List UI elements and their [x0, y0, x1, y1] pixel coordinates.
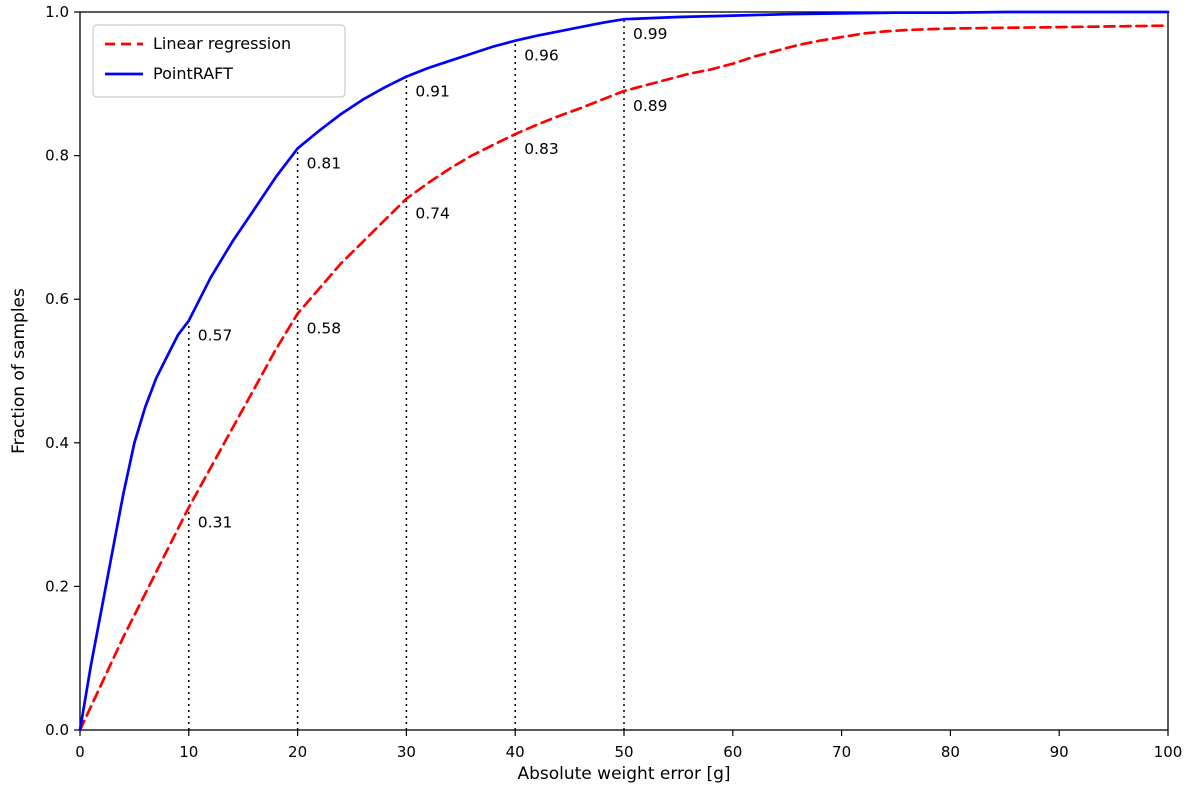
- x-tick-label: 80: [941, 743, 960, 761]
- marker-label-linreg-40: 0.83: [524, 140, 559, 158]
- x-axis-label: Absolute weight error [g]: [517, 764, 730, 784]
- x-tick-label: 60: [723, 743, 742, 761]
- marker-label-linreg-30: 0.74: [415, 205, 450, 223]
- y-tick-label: 1.0: [45, 3, 69, 21]
- x-tick-label: 30: [397, 743, 416, 761]
- y-axis-label: Fraction of samples: [9, 288, 29, 454]
- marker-label-pointraft-10: 0.57: [198, 327, 233, 345]
- legend-label-pointraft: PointRAFT: [153, 64, 233, 83]
- marker-label-pointraft-40: 0.96: [524, 47, 559, 65]
- marker-label-linreg-20: 0.58: [307, 320, 342, 338]
- series-lines: [78, 10, 1170, 732]
- marker-label-linreg-50: 0.89: [633, 97, 668, 115]
- axis-ticks: 0 10 20 30 40 50 60 70 80 90 100 0.0 0.2 0.4 0.6 0.8 1.0: [45, 3, 1182, 761]
- x-tick-label: 20: [288, 743, 307, 761]
- y-tick-label: 0.2: [45, 577, 69, 595]
- x-tick-label: 70: [832, 743, 851, 761]
- marker-label-pointraft-20: 0.81: [307, 154, 342, 172]
- x-tick-label: 0: [75, 743, 85, 761]
- y-tick-label: 0.6: [45, 290, 69, 308]
- x-tick-label: 50: [614, 743, 633, 761]
- marker-label-linreg-10: 0.31: [198, 513, 233, 531]
- marker-label-pointraft-50: 0.99: [633, 25, 668, 43]
- marker-label-pointraft-30: 0.91: [415, 83, 450, 101]
- legend: Linear regression PointRAFT: [92, 24, 346, 98]
- plot-area-border: [79, 11, 1169, 731]
- y-tick-label: 0.4: [45, 434, 69, 452]
- marker-annotations: 0.57 0.31 0.81 0.58 0.91 0.74 0.96 0.83 0.99 0.89: [188, 19, 668, 730]
- x-tick-label: 90: [1050, 743, 1069, 761]
- y-tick-label: 0.0: [45, 721, 69, 739]
- series-line-pointraft: [78, 10, 1170, 732]
- x-tick-label: 10: [179, 743, 198, 761]
- x-tick-label: 100: [1154, 743, 1183, 761]
- legend-box: [92, 24, 346, 98]
- legend-label-linear-regression: Linear regression: [153, 34, 291, 53]
- x-tick-label: 40: [506, 743, 525, 761]
- y-tick-label: 0.8: [45, 147, 69, 165]
- series-line-linear-regression: [78, 24, 1170, 732]
